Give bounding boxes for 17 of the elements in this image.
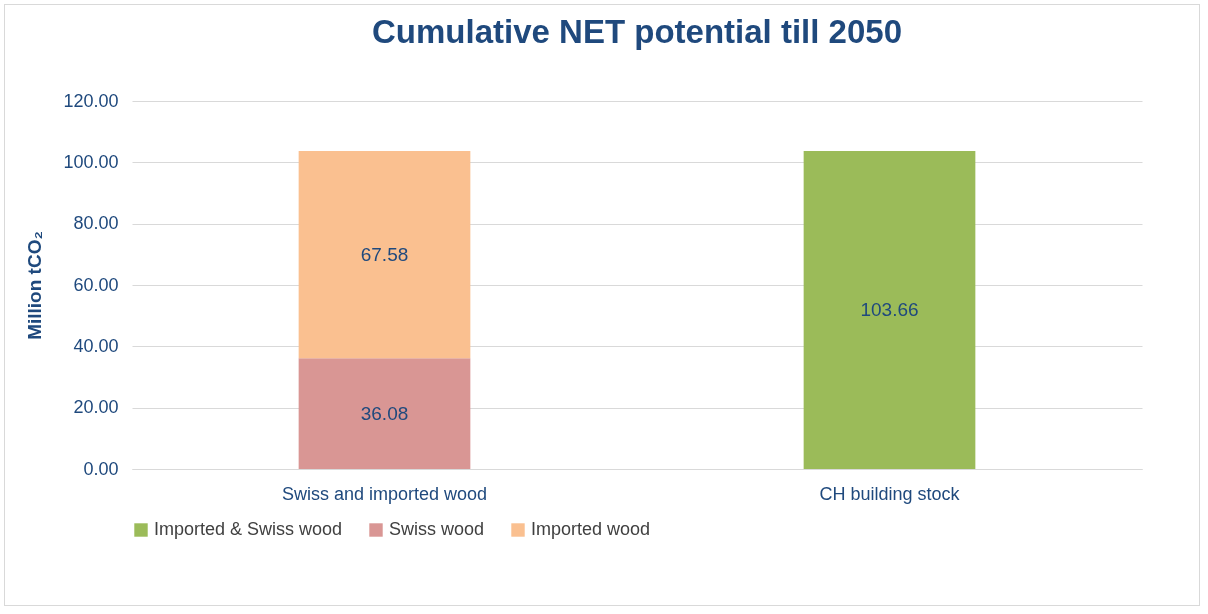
data-label: 36.08	[360, 402, 409, 424]
y-tick-label: 120.00	[63, 90, 119, 111]
chart-title: Cumulative NET potential till 2050	[372, 13, 902, 50]
data-label: 67.58	[360, 243, 409, 265]
data-label: 103.66	[860, 299, 919, 321]
y-axis-title: Million tCO₂	[24, 231, 46, 340]
x-tick-label: Swiss and imported wood	[281, 483, 488, 504]
y-tick-label: 40.00	[73, 335, 119, 356]
y-tick-label: 0.00	[83, 458, 119, 479]
y-tick-label: 60.00	[73, 274, 119, 295]
y-tick-label: 100.00	[63, 151, 119, 172]
legend-label: Swiss wood	[389, 519, 485, 539]
legend-label: Imported wood	[531, 519, 651, 539]
y-tick-label: 80.00	[73, 213, 119, 234]
legend-label: Imported & Swiss wood	[154, 519, 343, 539]
x-tick-label: CH building stock	[819, 483, 961, 504]
y-tick-label: 20.00	[73, 397, 119, 418]
